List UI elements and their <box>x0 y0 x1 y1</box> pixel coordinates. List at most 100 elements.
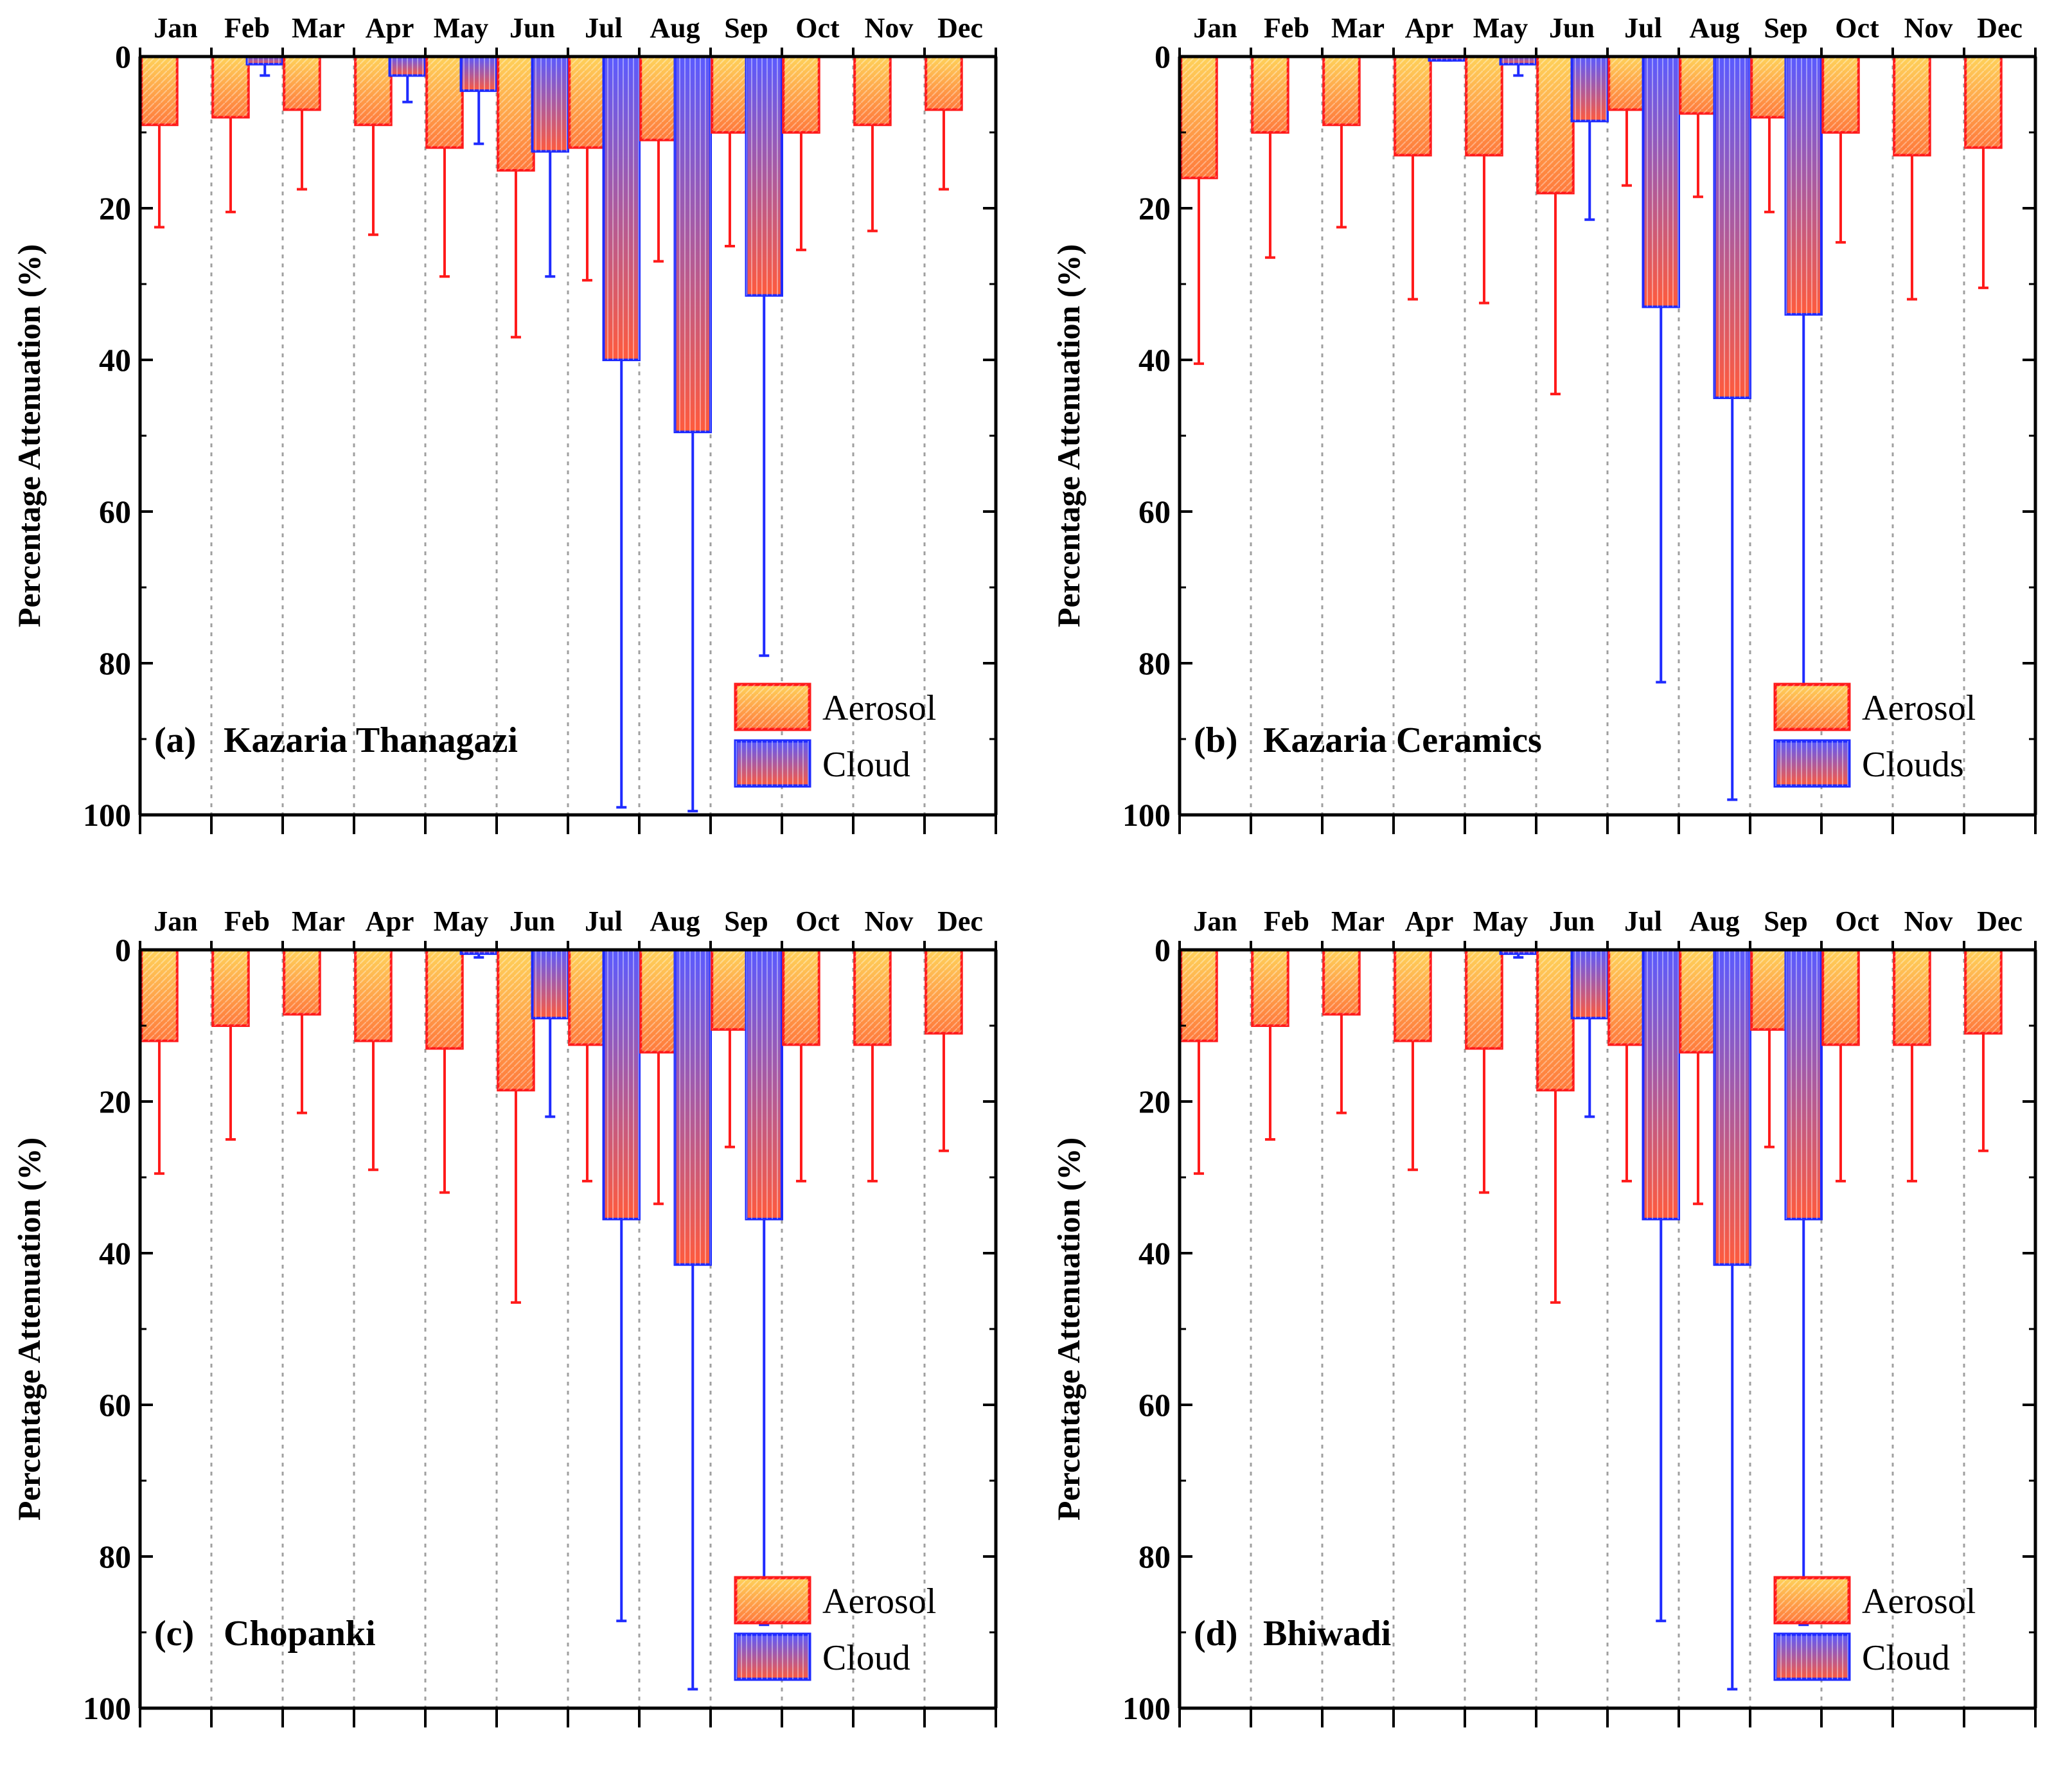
cloud-bar-hatch <box>461 950 497 954</box>
aerosol-bar-hatch <box>926 950 962 1033</box>
aerosol-bar-hatch <box>1324 57 1359 125</box>
y-tick-label: 80 <box>1138 645 1171 681</box>
panel-label: (d) <box>1194 1614 1237 1654</box>
month-label: Jun <box>1549 905 1595 937</box>
aerosol-bar-hatch <box>355 57 391 125</box>
month-label: Jun <box>509 12 555 44</box>
aerosol-bar-hatch <box>427 950 463 1049</box>
month-label: Feb <box>224 12 270 44</box>
month-label: Nov <box>865 12 914 44</box>
month-label: Dec <box>937 12 983 44</box>
cloud-bar-hatch <box>461 57 497 91</box>
cloud-bar-hatch <box>247 57 283 64</box>
aerosol-bar-hatch <box>1894 57 1930 156</box>
month-label: Apr <box>366 12 414 44</box>
cloud-bar-hatch <box>389 57 425 76</box>
y-tick-label: 100 <box>83 797 131 833</box>
month-label: Dec <box>937 905 983 937</box>
cloud-bar-hatch <box>746 57 782 296</box>
legend-cloud-label: Cloud <box>822 745 910 785</box>
month-label: Aug <box>1689 12 1739 44</box>
cloud-bar-hatch <box>1643 950 1679 1219</box>
legend-aerosol-label: Aerosol <box>822 688 936 728</box>
month-label: May <box>1473 12 1528 44</box>
month-label: Mar <box>292 905 345 937</box>
aerosol-bar-hatch <box>783 57 819 132</box>
y-tick-label: 60 <box>99 1387 131 1423</box>
month-label: Nov <box>1904 905 1953 937</box>
month-label: Jul <box>585 905 623 937</box>
month-label: Apr <box>1405 905 1454 937</box>
y-tick-label: 20 <box>99 190 131 226</box>
aerosol-bar-hatch <box>1395 950 1431 1041</box>
y-tick-label: 80 <box>99 645 131 681</box>
aerosol-bar-hatch <box>498 57 534 170</box>
month-label: May <box>1473 905 1528 937</box>
month-label: Apr <box>1405 12 1454 44</box>
panel-c: Jan Feb Mar Apr May Jun Jul Aug Sep Oct Nov Dec 0 20 4… <box>0 893 1028 1774</box>
cloud-bar-hatch <box>1500 950 1536 954</box>
panel-b: Jan Feb Mar Apr May Jun Jul Aug Sep Oct Nov Dec 0 20 4… <box>1040 0 2068 880</box>
month-label: Dec <box>1977 12 2023 44</box>
site-name: Bhiwadi <box>1263 1614 1391 1654</box>
legend-aerosol-label: Aerosol <box>1862 688 1976 728</box>
panel-b-svg: Jan Feb Mar Apr May Jun Jul Aug Sep Oct Nov Dec 0 20 4… <box>1050 12 2037 834</box>
aerosol-bar-hatch <box>1965 57 2001 148</box>
y-tick-label: 80 <box>1138 1539 1171 1574</box>
month-label: Oct <box>1835 905 1879 937</box>
aerosol-bar-hatch <box>1537 57 1573 193</box>
aerosol-bar-hatch <box>1680 950 1716 1053</box>
aerosol-bar-hatch <box>213 950 249 1026</box>
aerosol-bar-hatch <box>712 950 748 1030</box>
aerosol-bar-hatch <box>1466 57 1502 156</box>
aerosol-bar-hatch <box>1680 57 1716 114</box>
month-label: Oct <box>1835 12 1879 44</box>
month-label: Jun <box>509 905 555 937</box>
cloud-bar-hatch <box>603 950 639 1219</box>
legend-aerosol-hatch <box>736 1578 810 1623</box>
month-label: Feb <box>1264 905 1309 937</box>
month-label: Nov <box>865 905 914 937</box>
month-label: Mar <box>1331 12 1385 44</box>
month-label: Jul <box>1624 12 1662 44</box>
month-label: Sep <box>1764 12 1807 44</box>
aerosol-bar-hatch <box>712 57 748 132</box>
aerosol-bar-hatch <box>1252 57 1288 132</box>
month-label: Aug <box>650 12 700 44</box>
y-tick-label: 100 <box>1122 797 1171 833</box>
legend-cloud-hatch <box>736 741 810 786</box>
cloud-bar-hatch <box>675 950 711 1265</box>
y-tick-label: 40 <box>1138 1235 1171 1271</box>
month-label: Jul <box>585 12 623 44</box>
y-tick-label: 20 <box>1138 190 1171 226</box>
panel-a-svg: Jan Feb Mar Apr May Jun Jul Aug Sep Oct Nov Dec 0 20 4… <box>11 12 998 834</box>
aerosol-bar-hatch <box>284 950 320 1015</box>
y-tick-label: 60 <box>1138 494 1171 530</box>
aerosol-bar-hatch <box>854 57 890 125</box>
month-label: Apr <box>366 905 414 937</box>
cloud-bar-hatch <box>1785 950 1821 1219</box>
aerosol-bar-hatch <box>569 57 605 148</box>
aerosol-bar-hatch <box>1395 57 1431 156</box>
aerosol-bar-hatch <box>926 57 962 110</box>
y-tick-label: 20 <box>99 1084 131 1119</box>
cloud-bar-hatch <box>1429 57 1465 60</box>
y-tick-label: 0 <box>1155 39 1171 75</box>
y-tick-label: 0 <box>1155 932 1171 968</box>
legend-aerosol-label: Aerosol <box>822 1582 936 1621</box>
y-axis-label: Percentage Attenuation (%) <box>1050 244 1086 627</box>
legend-aerosol-hatch <box>736 684 810 729</box>
aerosol-bar-hatch <box>569 950 605 1045</box>
y-axis-label: Percentage Attenuation (%) <box>11 1137 47 1521</box>
y-axis-label: Percentage Attenuation (%) <box>11 244 47 627</box>
cloud-bar-hatch <box>603 57 639 360</box>
y-tick-label: 40 <box>99 1235 131 1271</box>
site-name: Chopanki <box>224 1614 376 1654</box>
month-label: Aug <box>650 905 700 937</box>
aerosol-bar-hatch <box>1751 950 1787 1030</box>
legend-aerosol-hatch <box>1775 1578 1849 1623</box>
aerosol-bar-hatch <box>783 950 819 1045</box>
month-label: May <box>434 12 489 44</box>
aerosol-bar-hatch <box>1609 950 1645 1045</box>
month-label: Jan <box>154 905 197 937</box>
